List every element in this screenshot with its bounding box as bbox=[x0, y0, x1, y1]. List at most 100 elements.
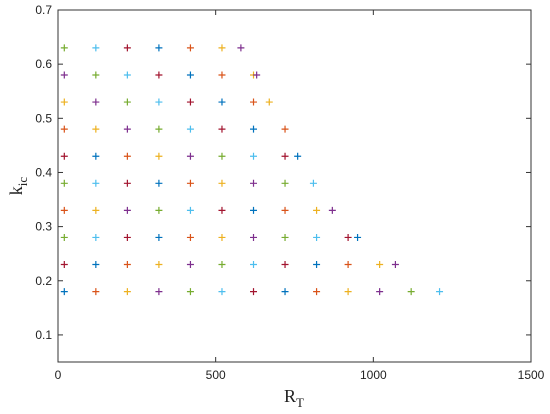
point bbox=[376, 288, 384, 296]
point bbox=[123, 288, 131, 296]
point bbox=[92, 125, 100, 133]
point bbox=[155, 179, 163, 187]
point bbox=[250, 233, 258, 241]
point bbox=[250, 179, 258, 187]
point bbox=[294, 152, 302, 160]
point bbox=[218, 233, 226, 241]
point bbox=[155, 206, 163, 214]
point bbox=[123, 44, 131, 52]
point bbox=[92, 179, 100, 187]
point bbox=[309, 179, 317, 187]
point bbox=[436, 288, 444, 296]
y-tick-label: 0.6 bbox=[35, 57, 52, 71]
point bbox=[123, 71, 131, 79]
point bbox=[250, 261, 258, 269]
point bbox=[92, 288, 100, 296]
y-label-main: k bbox=[6, 186, 26, 195]
point bbox=[186, 288, 194, 296]
point bbox=[60, 44, 68, 52]
point bbox=[344, 288, 352, 296]
x-tick-label: 500 bbox=[206, 368, 226, 382]
point bbox=[92, 98, 100, 106]
point bbox=[92, 152, 100, 160]
y-tick-label: 0.7 bbox=[35, 3, 52, 17]
point bbox=[60, 288, 68, 296]
point bbox=[218, 98, 226, 106]
point bbox=[218, 125, 226, 133]
y-tick-label: 0.5 bbox=[35, 111, 52, 125]
point bbox=[344, 261, 352, 269]
point bbox=[328, 206, 336, 214]
point bbox=[92, 233, 100, 241]
point bbox=[281, 206, 289, 214]
x-tick-label: 1500 bbox=[518, 368, 545, 382]
point bbox=[354, 233, 362, 241]
point bbox=[60, 179, 68, 187]
point bbox=[344, 233, 352, 241]
point bbox=[186, 261, 194, 269]
point bbox=[313, 261, 321, 269]
point bbox=[376, 261, 384, 269]
point bbox=[218, 261, 226, 269]
point bbox=[155, 261, 163, 269]
point bbox=[250, 152, 258, 160]
y-tick-label: 0.2 bbox=[35, 274, 52, 288]
point bbox=[218, 44, 226, 52]
point bbox=[250, 125, 258, 133]
point bbox=[265, 98, 273, 106]
point bbox=[155, 44, 163, 52]
point bbox=[391, 261, 399, 269]
plot-frame bbox=[57, 9, 532, 363]
point bbox=[186, 152, 194, 160]
point bbox=[253, 71, 261, 79]
point bbox=[218, 179, 226, 187]
point bbox=[250, 288, 258, 296]
point bbox=[186, 233, 194, 241]
point bbox=[313, 288, 321, 296]
point bbox=[237, 44, 245, 52]
point bbox=[250, 98, 258, 106]
point bbox=[186, 98, 194, 106]
point bbox=[186, 206, 194, 214]
point bbox=[218, 206, 226, 214]
x-label-sub: T bbox=[296, 395, 304, 410]
point bbox=[250, 206, 258, 214]
point bbox=[123, 125, 131, 133]
x-tick-label: 0 bbox=[55, 368, 62, 382]
point bbox=[60, 261, 68, 269]
point bbox=[281, 288, 289, 296]
point bbox=[60, 98, 68, 106]
point bbox=[155, 71, 163, 79]
point bbox=[60, 125, 68, 133]
point bbox=[155, 233, 163, 241]
y-tick-label: 0.1 bbox=[35, 328, 52, 342]
point bbox=[123, 233, 131, 241]
point bbox=[123, 206, 131, 214]
point bbox=[281, 125, 289, 133]
point bbox=[92, 44, 100, 52]
x-tick-label: 1000 bbox=[360, 368, 387, 382]
point bbox=[60, 152, 68, 160]
point bbox=[313, 233, 321, 241]
point bbox=[218, 71, 226, 79]
point bbox=[281, 152, 289, 160]
point bbox=[281, 179, 289, 187]
point bbox=[281, 233, 289, 241]
point bbox=[123, 152, 131, 160]
point bbox=[92, 71, 100, 79]
point bbox=[123, 98, 131, 106]
y-tick-label: 0.4 bbox=[35, 165, 52, 179]
point bbox=[155, 125, 163, 133]
point bbox=[92, 206, 100, 214]
point bbox=[155, 288, 163, 296]
y-label-sub: ic bbox=[15, 177, 30, 187]
point bbox=[407, 288, 415, 296]
point bbox=[218, 288, 226, 296]
y-axis-label: kic bbox=[6, 177, 30, 196]
point bbox=[155, 152, 163, 160]
y-tick-label: 0.3 bbox=[35, 220, 52, 234]
x-axis-label: RT bbox=[284, 386, 304, 410]
point bbox=[186, 71, 194, 79]
point bbox=[123, 179, 131, 187]
